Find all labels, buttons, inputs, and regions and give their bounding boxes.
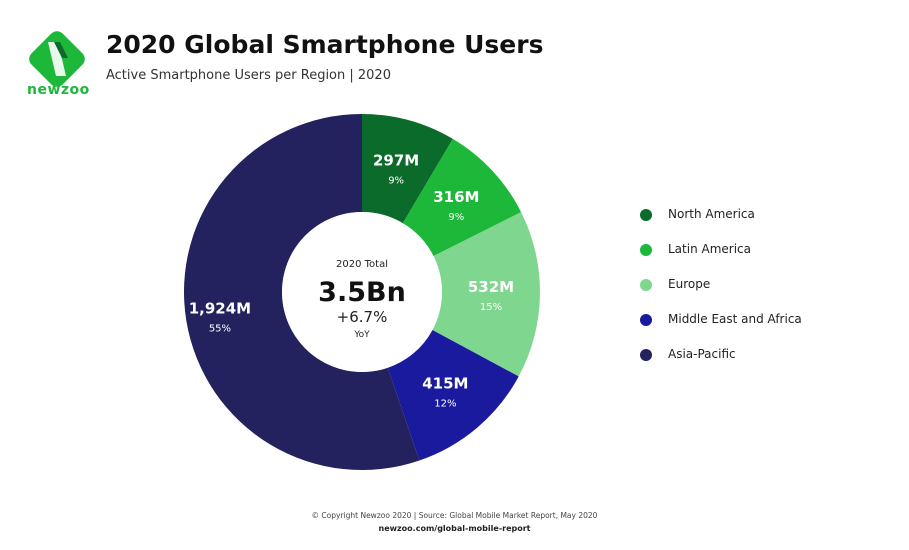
copyright: © Copyright Newzoo 2020 | Source: Global… xyxy=(311,511,598,520)
value-label: 316M xyxy=(433,188,479,206)
percent-label: 9% xyxy=(388,176,404,187)
legend-swatch xyxy=(640,279,652,291)
value-label: 532M xyxy=(468,278,514,296)
legend-label: Latin America xyxy=(668,242,751,256)
legend-label: North America xyxy=(668,207,755,221)
center-change-label: YoY xyxy=(353,330,370,340)
legend-swatch xyxy=(640,209,652,221)
chart-subtitle: Active Smartphone Users per Region | 202… xyxy=(106,68,391,83)
legend-label: Asia-Pacific xyxy=(668,347,736,361)
percent-label: 15% xyxy=(480,302,502,313)
donut-hole xyxy=(282,212,442,372)
slice-north-america xyxy=(362,114,453,224)
percent-label: 12% xyxy=(434,398,456,409)
value-label: 297M xyxy=(373,152,419,170)
legend-label: Europe xyxy=(668,277,711,291)
percent-label: 9% xyxy=(448,212,464,223)
slice-latin-america xyxy=(402,138,522,257)
slice-middle-east-and-africa xyxy=(387,329,519,461)
center-total: 3.5Bn xyxy=(318,277,406,308)
logo-text: newzoo xyxy=(27,82,90,98)
newzoo-logo xyxy=(29,31,85,87)
value-label: 1,924M xyxy=(189,300,251,318)
legend-swatch xyxy=(640,349,652,361)
chart-title: 2020 Global Smartphone Users xyxy=(106,30,544,59)
percent-label: 55% xyxy=(209,324,231,335)
value-label: 415M xyxy=(422,374,468,392)
slice-asia-pacific xyxy=(183,114,420,471)
legend-label: Middle East and Africa xyxy=(668,312,802,326)
legend-swatch xyxy=(640,314,652,326)
center-label: 2020 Total xyxy=(336,259,388,270)
center-change: +6.7% xyxy=(337,308,388,326)
slice-europe xyxy=(432,212,540,377)
source-link[interactable]: newzoo.com/global-mobile-report xyxy=(378,524,531,533)
legend-swatch xyxy=(640,244,652,256)
